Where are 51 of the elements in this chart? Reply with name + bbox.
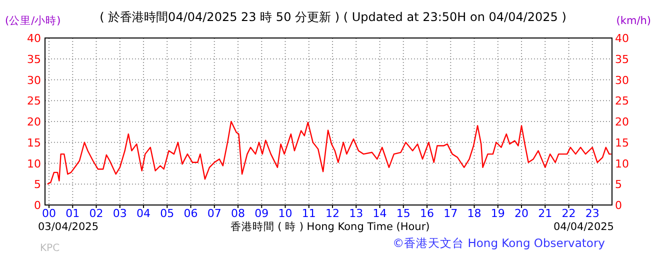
x-tick-label: 03 — [112, 207, 127, 220]
y-tick-label: 5 — [34, 178, 41, 192]
x-tick-label: 15 — [396, 207, 410, 220]
x-tick-label: 00 — [42, 207, 56, 220]
x-tick-label: 23 — [585, 207, 600, 220]
x-axis-title: 香港時間 ( 時 ) Hong Kong Time (Hour) — [230, 220, 430, 233]
x-tick-label: 13 — [349, 207, 364, 220]
x-tick-label: 21 — [538, 207, 552, 220]
x-tick-label: 16 — [420, 207, 434, 220]
y-tick-label: 30 — [27, 74, 41, 87]
x-tick-label: 04 — [136, 207, 151, 220]
y-tick-label: 40 — [27, 32, 41, 45]
x-tick-label: 01 — [66, 207, 80, 220]
y2-axis-title: (km/h) — [616, 15, 651, 27]
y-tick-label: 10 — [27, 157, 41, 170]
x-tick-label: 07 — [207, 207, 222, 220]
y-tick-label: 20 — [27, 116, 41, 128]
x-tick-label: 11 — [302, 207, 316, 220]
y2-tick-label: 15 — [615, 136, 629, 150]
x-tick-label: 02 — [89, 207, 104, 220]
text: KPC — [40, 243, 60, 254]
x-tick-label: 18 — [467, 207, 482, 220]
y2-tick-label: 25 — [615, 94, 629, 108]
y2-tick-label: 0 — [615, 199, 622, 212]
x-tick-label: 22 — [562, 207, 576, 220]
x-tick-label: 05 — [160, 207, 174, 220]
x-tick-label: 12 — [326, 207, 340, 220]
y2-tick-label: 10 — [615, 157, 629, 170]
y2-tick-label: 35 — [615, 52, 629, 66]
chart-title: ( 於香港時間04/04/2025 23 時 50 分更新 ) ( Updated at 23:50H on 04/04/2025 ) — [100, 10, 566, 24]
x-tick-label: 17 — [444, 207, 458, 220]
y-tick-label: 15 — [27, 136, 41, 150]
x-tick-label: 20 — [514, 207, 529, 220]
y-tick-label: 25 — [27, 94, 41, 108]
x-tick-label: 06 — [184, 207, 198, 220]
y-axis-title: (公里/小時) — [5, 14, 61, 27]
text: 03/04/2025 — [38, 221, 99, 233]
y2-tick-label: 5 — [615, 178, 622, 192]
y-tick-label: 35 — [27, 52, 41, 66]
x-tick-label: 10 — [278, 207, 292, 220]
y2-tick-label: 40 — [615, 32, 629, 45]
x-tick-label: 09 — [254, 207, 269, 220]
x-tick-label: 14 — [372, 207, 387, 220]
x-tick-label: 08 — [231, 207, 246, 220]
x-tick-label: 19 — [490, 207, 505, 220]
text: ©香港天文台 Hong Kong Observatory — [392, 236, 606, 250]
line-series — [46, 120, 612, 185]
y2-tick-label: 30 — [615, 74, 629, 87]
y2-tick-label: 20 — [615, 116, 629, 128]
text: 04/04/2025 — [553, 221, 614, 233]
y-tick-label: 0 — [34, 199, 41, 212]
